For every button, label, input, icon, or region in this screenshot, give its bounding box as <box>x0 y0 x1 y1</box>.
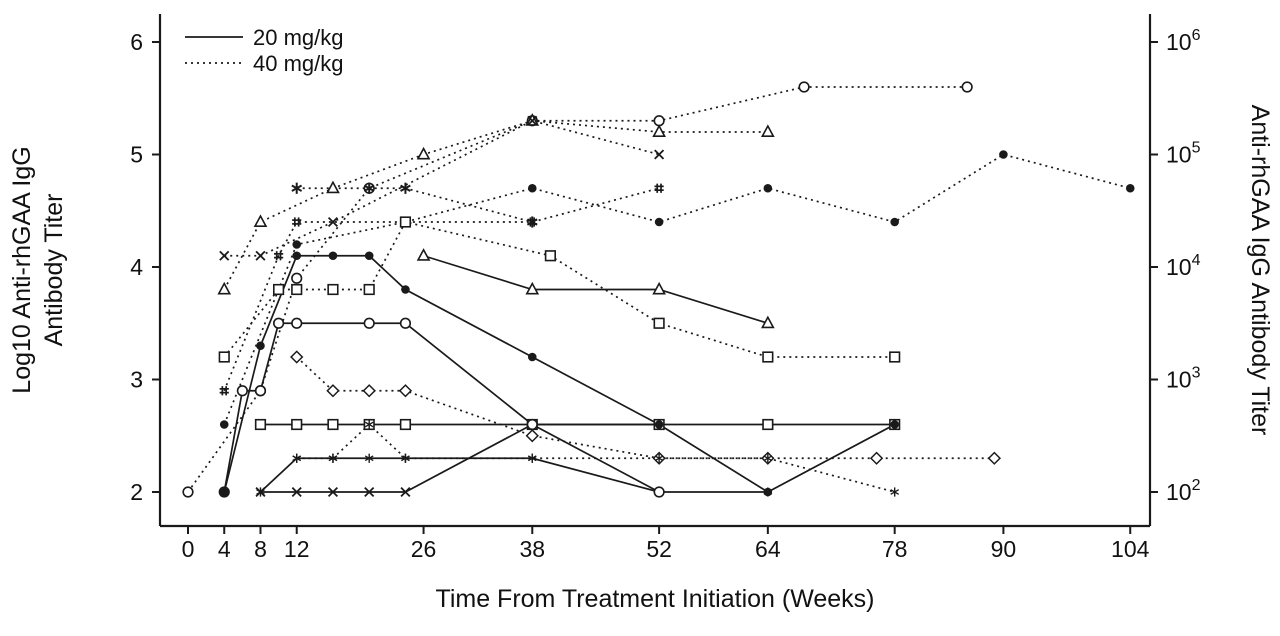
series-line-patient-triangle-20 <box>423 254 769 325</box>
y-axis-right: 102 103 104 105 106 <box>1150 27 1201 505</box>
y-tick-right-label: 104 <box>1166 252 1201 280</box>
series-line-patient-dot-20 <box>223 254 896 493</box>
series-line-patient-asterisk-40 <box>296 423 895 493</box>
y-axis-left-title-line1: Log10 Anti-rhGAA IgG <box>8 146 36 393</box>
series-line-patient-hash-40 <box>223 187 660 392</box>
x-tick-label: 38 <box>519 536 545 562</box>
legend: 20 mg/kg 40 mg/kg <box>185 25 344 76</box>
x-tick-label: 64 <box>755 536 781 562</box>
series-markers-patient-dot-20 <box>219 251 899 497</box>
y-axis-left-title-line2: Antibody Titer <box>40 194 68 347</box>
x-tick-label: 0 <box>182 536 195 562</box>
x-tick-label: 26 <box>411 536 437 562</box>
series-markers-patient-x-40 <box>219 115 665 261</box>
series-markers-patient-triangle-40 <box>217 113 775 295</box>
y-tick-right-label: 102 <box>1166 477 1201 505</box>
y-tick-left-label: 6 <box>130 29 143 55</box>
series-line-patient-diamond-40 <box>296 356 995 460</box>
series-markers <box>182 81 1135 498</box>
y-tick-right-label: 106 <box>1166 27 1201 55</box>
y-tick-left-label: 3 <box>130 367 143 393</box>
series-line-patient-circle-40 <box>187 86 968 493</box>
y-tick-left-label: 2 <box>130 479 143 505</box>
x-tick-label: 4 <box>218 536 231 562</box>
y-tick-left-label: 4 <box>130 254 143 280</box>
series-markers-patient-asterisk-40 <box>292 419 900 497</box>
x-tick-label: 8 <box>254 536 267 562</box>
x-tick-label: 90 <box>991 536 1017 562</box>
axes-spines <box>158 14 1152 528</box>
series-markers-patient-triangle-20 <box>416 248 775 329</box>
x-axis-title: Time From Treatment Initiation (Weeks) <box>435 585 874 613</box>
y-tick-right-label: 103 <box>1166 365 1201 393</box>
series-markers-patient-circle-20 <box>218 317 665 498</box>
series-line-patient-circle-20 <box>223 322 660 493</box>
series-line-patient-asterisk-20 <box>259 457 768 493</box>
y-axis-right-title: Anti-rhGAA IgG Antibody Titer <box>1246 105 1274 436</box>
series-line-patient-star-40 <box>296 187 533 223</box>
y-tick-right-label: 105 <box>1166 140 1201 168</box>
x-tick-label: 104 <box>1111 536 1150 562</box>
series-markers-patient-diamond-40 <box>290 350 1002 465</box>
x-tick-label: 78 <box>882 536 908 562</box>
series-layer <box>182 81 1135 498</box>
x-axis: 0 4 8 12 26 38 52 64 78 90 104 <box>182 526 1150 562</box>
series-line-patient-triangle-40 <box>223 119 768 290</box>
x-tick-label: 12 <box>284 536 310 562</box>
x-tick-label: 52 <box>646 536 672 562</box>
y-axis-left: 2 3 4 5 6 <box>130 29 160 505</box>
legend-solid-label: 20 mg/kg <box>253 25 344 50</box>
y-tick-left-label: 5 <box>130 142 143 168</box>
series-markers-patient-square-40 <box>218 216 901 363</box>
legend-dotted-label: 40 mg/kg <box>253 51 344 76</box>
series-markers-patient-dot-40 <box>219 150 1135 429</box>
series-line-patient-x-40 <box>224 119 660 257</box>
